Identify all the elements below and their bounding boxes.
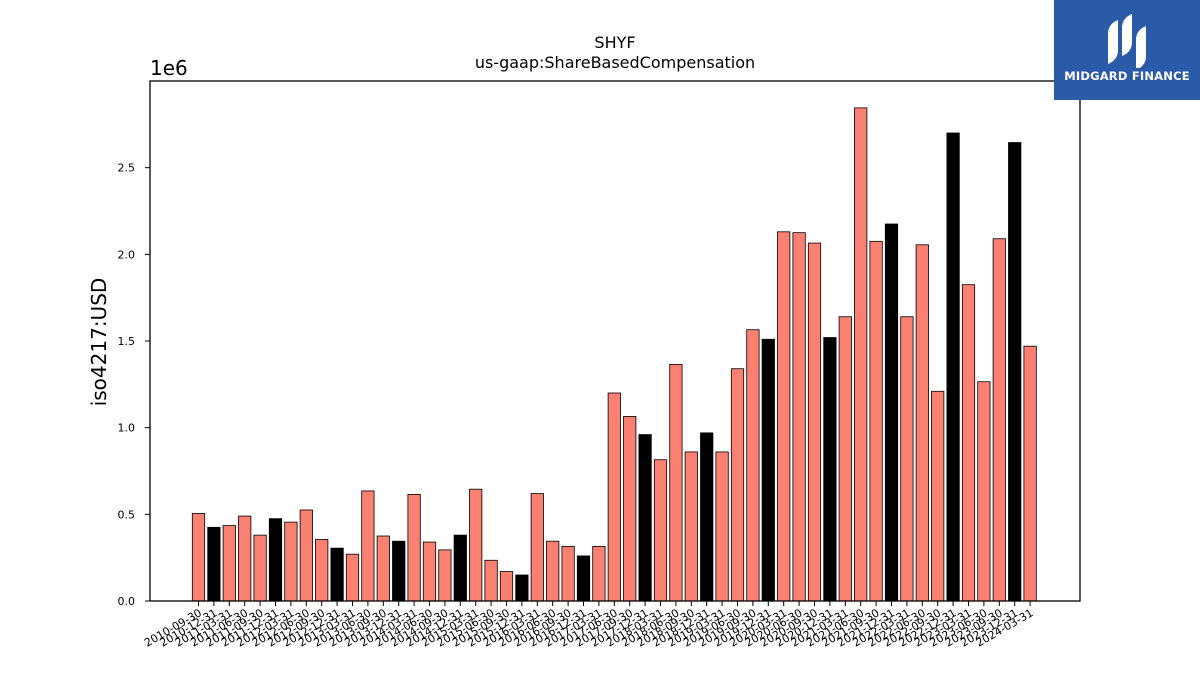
midgard-logo-icon: [1108, 14, 1146, 68]
bar-2010-09-30: [191, 513, 206, 602]
bar-2012-09-30: [315, 539, 329, 602]
bar-2016-12-31: [576, 555, 591, 602]
y-tick-label: 0.5: [118, 508, 136, 521]
bar-2014-06-30: [422, 541, 437, 602]
bar-2023-09-30: [992, 238, 1006, 602]
bar-2020-12-31: [823, 337, 837, 602]
y-multiplier-label: 1e6: [150, 56, 188, 80]
y-axis: 0.0 0.5 1.0 1.5 2.0 2.5: [118, 162, 150, 608]
chart-subtitle: us-gaap:ShareBasedCompensation: [475, 53, 755, 72]
bar-2018-03-31: [653, 459, 668, 602]
bar-2010-12-31: [207, 526, 221, 602]
bar-2021-09-30: [869, 240, 883, 602]
y-tick-label: 1.0: [118, 422, 136, 435]
plot-frame: [149, 80, 1081, 602]
bar-2023-12-31: [1008, 142, 1022, 602]
bar-2017-09-30: [623, 415, 637, 602]
bar-2013-03-31: [345, 553, 360, 602]
y-tick-label: 2.5: [118, 162, 136, 175]
x-axis: 2010-09-302010-12-312011-03-312011-06-30…: [142, 601, 1036, 650]
bar-2017-06-30: [607, 392, 621, 602]
bar-2014-09-30: [438, 549, 452, 602]
bar-2024-03-31: [1023, 345, 1037, 602]
bar-2015-09-30: [499, 571, 514, 602]
bar-2020-09-30: [807, 242, 822, 602]
bar-2022-06-30: [915, 244, 929, 602]
bar-2015-12-31: [515, 574, 529, 602]
bar-2018-12-31: [700, 432, 714, 602]
bar-2011-12-31: [268, 518, 283, 602]
bar-2022-09-30: [931, 390, 945, 602]
bar-2012-12-31: [330, 547, 344, 602]
bar-2019-03-31: [715, 451, 729, 602]
bar-2021-03-31: [838, 316, 852, 602]
bar-2013-12-31: [392, 540, 406, 602]
bar-2013-06-30: [361, 490, 375, 602]
logo-wordmark: MIDGARD FINANCE: [1064, 69, 1190, 83]
bar-2019-12-31: [761, 338, 775, 602]
midgard-finance-logo: MIDGARD FINANCE: [1054, 0, 1200, 100]
bar-2017-12-31: [638, 434, 652, 602]
bar-2011-03-31: [222, 525, 236, 602]
bar-2014-12-31: [453, 534, 467, 602]
bar-2018-09-30: [684, 451, 698, 602]
bar-2016-03-31: [530, 493, 544, 602]
bar-2022-03-31: [900, 316, 914, 602]
y-axis-label: iso4217:USD: [87, 278, 111, 407]
y-tick-label: 0.0: [118, 595, 136, 608]
bar-2017-03-31: [592, 546, 606, 602]
bar-2018-06-30: [669, 363, 683, 602]
bar-2023-06-30: [977, 381, 991, 602]
bar-2015-03-31: [469, 488, 483, 602]
chart-title: SHYF: [594, 33, 635, 52]
bar-series: [191, 107, 1037, 602]
y-tick-label: 2.0: [118, 248, 136, 261]
bar-2012-06-30: [299, 509, 313, 602]
bar-2011-06-30: [238, 515, 252, 602]
bar-2016-06-30: [546, 540, 560, 602]
bar-2011-09-30: [253, 534, 267, 602]
bar-2020-06-30: [792, 232, 806, 602]
bar-2012-03-31: [284, 521, 298, 602]
bar-2014-03-31: [407, 493, 421, 602]
bar-2020-03-31: [777, 231, 791, 602]
bar-2022-12-31: [946, 132, 960, 602]
bar-2019-06-30: [730, 368, 745, 602]
bar-2021-06-30: [854, 107, 868, 602]
bar-2023-03-31: [961, 284, 976, 602]
bar-2013-09-30: [376, 535, 390, 602]
bar-2019-09-30: [746, 329, 760, 602]
bar-2016-09-30: [561, 546, 575, 602]
y-tick-label: 1.5: [118, 335, 136, 348]
bar-2021-12-31: [884, 223, 899, 602]
bar-2015-06-30: [484, 559, 498, 602]
